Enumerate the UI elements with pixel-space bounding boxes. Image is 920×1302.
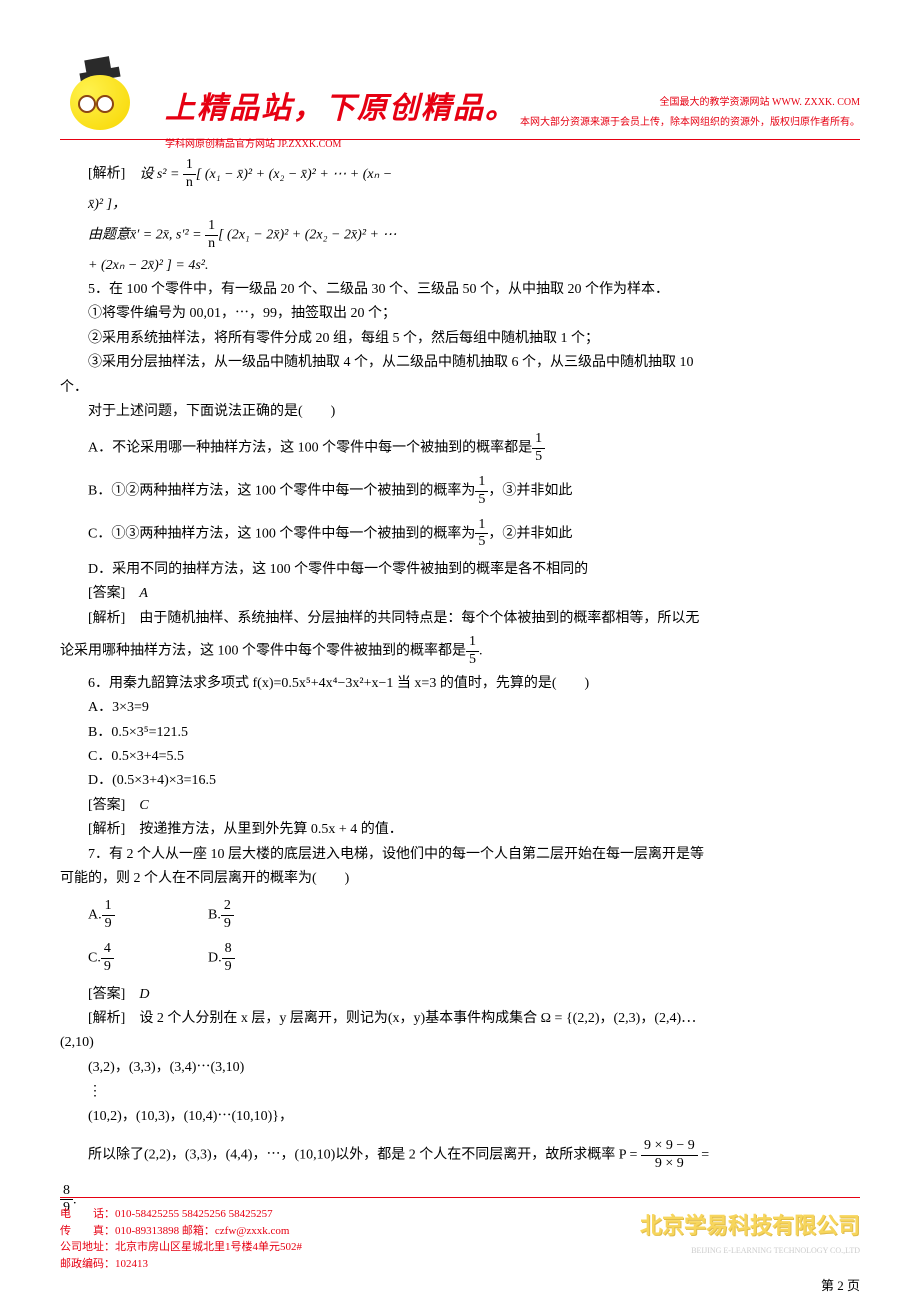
q6-optD: D．(0.5×3+4)×3=16.5 <box>60 770 860 792</box>
q7-options-ab: A.19 B.29 <box>60 898 860 933</box>
q7-options-cd: C.49 D.89 <box>60 941 860 976</box>
q7-analysis1b: (2,10) <box>60 1032 860 1054</box>
q5-optC: C．①③两种抽样方法，这 100 个零件中每一个被抽到的概率为15，②并非如此 <box>60 517 860 552</box>
q7-answer: [答案] D <box>60 984 860 1006</box>
title-block: 上精品站，下原创精品。 学科网原创精品官方网站 JP.ZXXK.COM <box>165 85 517 153</box>
q7-analysis3: ⋮ <box>60 1081 860 1103</box>
header-divider <box>60 139 860 140</box>
q4-solution-line3: 由题意x̄′ = 2x̄, s′² = 1n[ (2x₁ − 2x̄)² + (… <box>60 218 860 253</box>
q4-solution-line4: + (2xₙ − 2x̄)² ] = 4s². <box>60 255 860 277</box>
q5-optB: B．①②两种抽样方法，这 100 个零件中每一个被抽到的概率为15，③并非如此 <box>60 474 860 509</box>
analysis-label: [解析] <box>88 167 125 182</box>
q6-optB: B．0.5×3⁵=121.5 <box>60 722 860 744</box>
q6-optA: A．3×3=9 <box>60 697 860 719</box>
q5-question: 对于上述问题，下面说法正确的是( ) <box>60 401 860 423</box>
q4-solution-line2: x̄)² ]， <box>60 194 860 216</box>
q7-optA: A.19 <box>88 898 208 933</box>
q5-analysis2: 论采用哪种抽样方法，这 100 个零件中每个零件被抽到的概率都是15. <box>60 634 860 669</box>
mascot-logo <box>60 55 140 135</box>
main-title: 上精品站，下原创精品。 <box>165 85 517 133</box>
q6-analysis: [解析] 按递推方法，从里到外先算 0.5x + 4 的值． <box>60 819 860 841</box>
q5-line2: ②采用系统抽样法，将所有零件分成 20 组，每组 5 个，然后每组中随机抽取 1… <box>60 328 860 350</box>
q7-optD: D.89 <box>208 941 328 976</box>
header-right: 全国最大的教学资源网站 WWW. ZXXK. COM 本网大部分资源来源于会员上… <box>520 95 860 135</box>
page-footer: 电 话：010-58425255 58425256 58425257 传 真：0… <box>60 1197 860 1272</box>
company-name: 北京学易科技有限公司 <box>640 1208 860 1243</box>
header-url: 全国最大的教学资源网站 WWW. ZXXK. COM <box>520 95 860 111</box>
q6-answer: [答案] C <box>60 795 860 817</box>
q5-optA: A．不论采用哪一种抽样方法，这 100 个零件中每一个被抽到的概率都是15 <box>60 431 860 466</box>
q7-optB: B.29 <box>208 898 328 933</box>
q5-stem: 5．在 100 个零件中，有一级品 20 个、二级品 30 个、三级品 50 个… <box>60 279 860 301</box>
document-content: [解析] 设 s² = 1n[ (x₁ − x̄)² + (x₂ − x̄)² … <box>0 140 920 1217</box>
q7-stem1: 7．有 2 个人从一座 10 层大楼的底层进入电梯，设他们中的每一个人自第二层开… <box>60 844 860 866</box>
q7-analysis1: [解析] 设 2 个人分别在 x 层，y 层离开，则记为(x，y)基本事件构成集… <box>60 1008 860 1030</box>
q5-optD: D．采用不同的抽样方法，这 100 个零件中每一个零件被抽到的概率是各不相同的 <box>60 559 860 581</box>
q5-line3b: 个． <box>60 377 860 399</box>
company-sub: BEIJING E-LEARNING TECHNOLOGY CO.,LTD <box>640 1245 860 1258</box>
q4-solution-line1: [解析] 设 s² = 1n[ (x₁ − x̄)² + (x₂ − x̄)² … <box>60 157 860 192</box>
q5-line3: ③采用分层抽样法，从一级品中随机抽取 4 个，从二级品中随机抽取 6 个，从三级… <box>60 352 860 374</box>
q7-analysis4: (10,2)，(10,3)，(10,4)⋯(10,10)}， <box>60 1106 860 1128</box>
q5-answer: [答案] A <box>60 583 860 605</box>
page-number: 第 2 页 <box>821 1276 860 1297</box>
q5-analysis1: [解析] 由于随机抽样、系统抽样、分层抽样的共同特点是：每个个体被抽到的概率都相… <box>60 608 860 630</box>
q7-analysis2: (3,2)，(3,3)，(3,4)⋯(3,10) <box>60 1057 860 1079</box>
header-disclaimer: 本网大部分资源来源于会员上传，除本网组织的资源外，版权归原作者所有。 <box>520 115 860 131</box>
q5-line1: ①将零件编号为 00,01，⋯，99，抽签取出 20 个； <box>60 303 860 325</box>
q7-analysis5: 所以除了(2,2)，(3,3)，(4,4)，⋯，(10,10)以外，都是 2 个… <box>60 1138 860 1173</box>
footer-company: 北京学易科技有限公司 BEIJING E-LEARNING TECHNOLOGY… <box>640 1208 860 1258</box>
page-header: 上精品站，下原创精品。 学科网原创精品官方网站 JP.ZXXK.COM 全国最大… <box>0 0 920 140</box>
q6-stem: 6．用秦九韶算法求多项式 f(x)=0.5x⁵+4x⁴−3x²+x−1 当 x=… <box>60 673 860 695</box>
q7-optC: C.49 <box>88 941 208 976</box>
q6-optC: C．0.5×3+4=5.5 <box>60 746 860 768</box>
q7-stem2: 可能的，则 2 个人在不同层离开的概率为( ) <box>60 868 860 890</box>
